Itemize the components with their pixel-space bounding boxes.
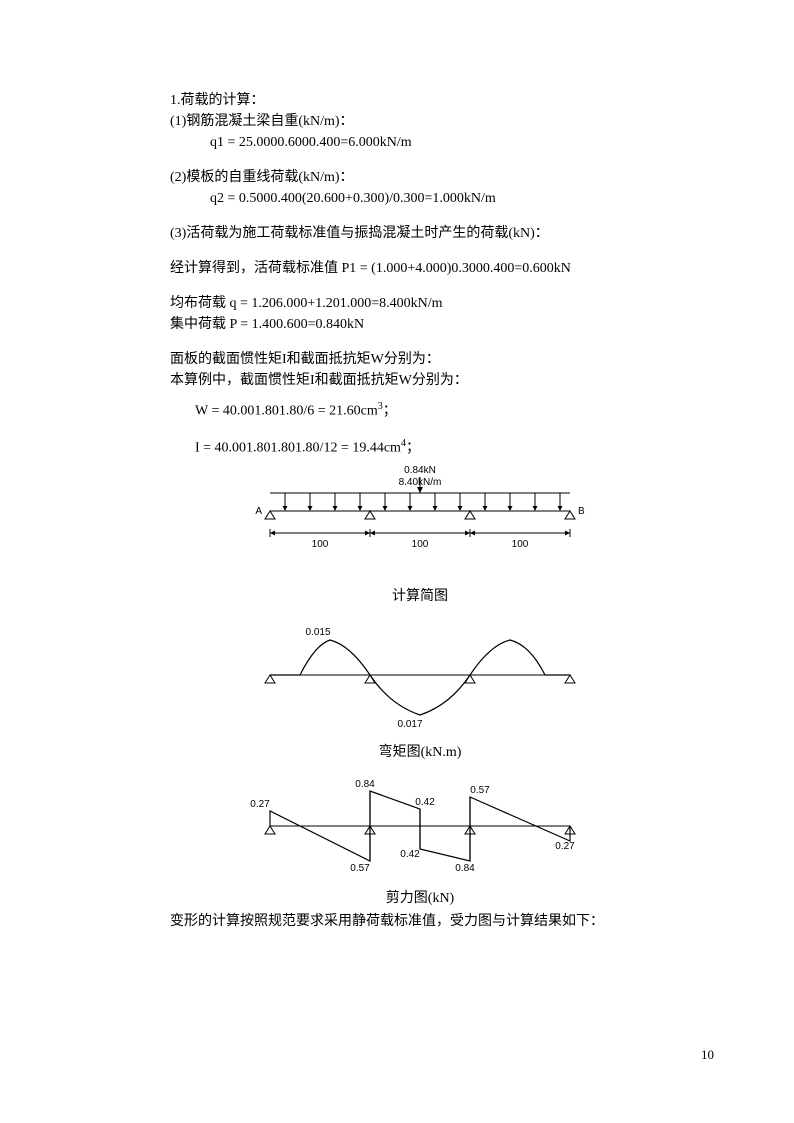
svg-text:0.27: 0.27 bbox=[555, 841, 575, 852]
svg-text:0.57: 0.57 bbox=[350, 863, 370, 874]
moment-diagram: 0.015 0.017 弯矩图(kN.m) bbox=[170, 615, 670, 763]
svg-text:0.017: 0.017 bbox=[397, 719, 422, 730]
svg-text:0.27: 0.27 bbox=[250, 799, 270, 810]
text-line: q2 = 0.5000.400(20.600+0.300)/0.300=1.00… bbox=[170, 188, 670, 209]
text-line: q1 = 25.0000.6000.400=6.000kN/m bbox=[170, 132, 670, 153]
text-line: 1.荷载的计算： bbox=[170, 90, 670, 111]
svg-text:0.57: 0.57 bbox=[470, 785, 490, 796]
text-line: 变形的计算按照规范要求采用静荷载标准值，受力图与计算结果如下： bbox=[170, 911, 670, 932]
text-line: 经计算得到，活荷载标准值 P1 = (1.000+4.000)0.3000.40… bbox=[170, 258, 670, 279]
page-number: 10 bbox=[701, 1047, 714, 1063]
text-line: I = 40.001.801.801.80/12 = 19.44cm4； bbox=[170, 436, 670, 459]
text-line: 面板的截面惯性矩I和截面抵抗矩W分别为： bbox=[170, 349, 670, 370]
svg-text:100: 100 bbox=[312, 539, 329, 550]
text-line: (3)活荷载为施工荷载标准值与振捣混凝土时产生的荷载(kN)： bbox=[170, 223, 670, 244]
text-line: (1)钢筋混凝土梁自重(kN/m)： bbox=[170, 111, 670, 132]
text-line: (2)模板的自重线荷载(kN/m)： bbox=[170, 167, 670, 188]
text-line: 集中荷载 P = 1.400.600=0.840kN bbox=[170, 314, 670, 335]
text-line: W = 40.001.801.80/6 = 21.60cm3； bbox=[170, 399, 670, 422]
svg-text:B: B bbox=[578, 506, 585, 517]
svg-text:100: 100 bbox=[512, 539, 529, 550]
text-line: 本算例中，截面惯性矩I和截面抵抗矩W分别为： bbox=[170, 370, 670, 391]
svg-text:0.42: 0.42 bbox=[400, 849, 420, 860]
load-diagram-svg: 0.84kN8.40kN/m A B 100 100 100 bbox=[230, 466, 610, 561]
diagram-title: 弯矩图(kN.m) bbox=[170, 742, 670, 763]
svg-text:0.84: 0.84 bbox=[355, 779, 375, 790]
load-diagram: 0.84kN8.40kN/m A B 100 100 100 计算简图 bbox=[170, 466, 670, 607]
document-body: 1.荷载的计算： (1)钢筋混凝土梁自重(kN/m)： q1 = 25.0000… bbox=[170, 90, 670, 932]
svg-text:100: 100 bbox=[412, 539, 429, 550]
shear-diagram: 0.27 0.84 0.42 0.57 0.57 0.42 0.84 0.27 剪力图(kN) bbox=[170, 771, 670, 909]
svg-text:0.84kN: 0.84kN bbox=[404, 466, 436, 476]
svg-text:A: A bbox=[255, 506, 262, 517]
diagram-title: 计算简图 bbox=[170, 586, 670, 607]
text-line: 均布荷载 q = 1.206.000+1.201.000=8.400kN/m bbox=[170, 293, 670, 314]
diagram-title: 剪力图(kN) bbox=[170, 888, 670, 909]
svg-text:8.40kN/m: 8.40kN/m bbox=[399, 477, 442, 488]
svg-text:0.015: 0.015 bbox=[305, 627, 330, 638]
moment-diagram-svg: 0.015 0.017 bbox=[230, 615, 610, 735]
svg-text:0.42: 0.42 bbox=[415, 797, 435, 808]
shear-diagram-svg: 0.27 0.84 0.42 0.57 0.57 0.42 0.84 0.27 bbox=[230, 771, 610, 881]
svg-text:0.84: 0.84 bbox=[455, 863, 475, 874]
